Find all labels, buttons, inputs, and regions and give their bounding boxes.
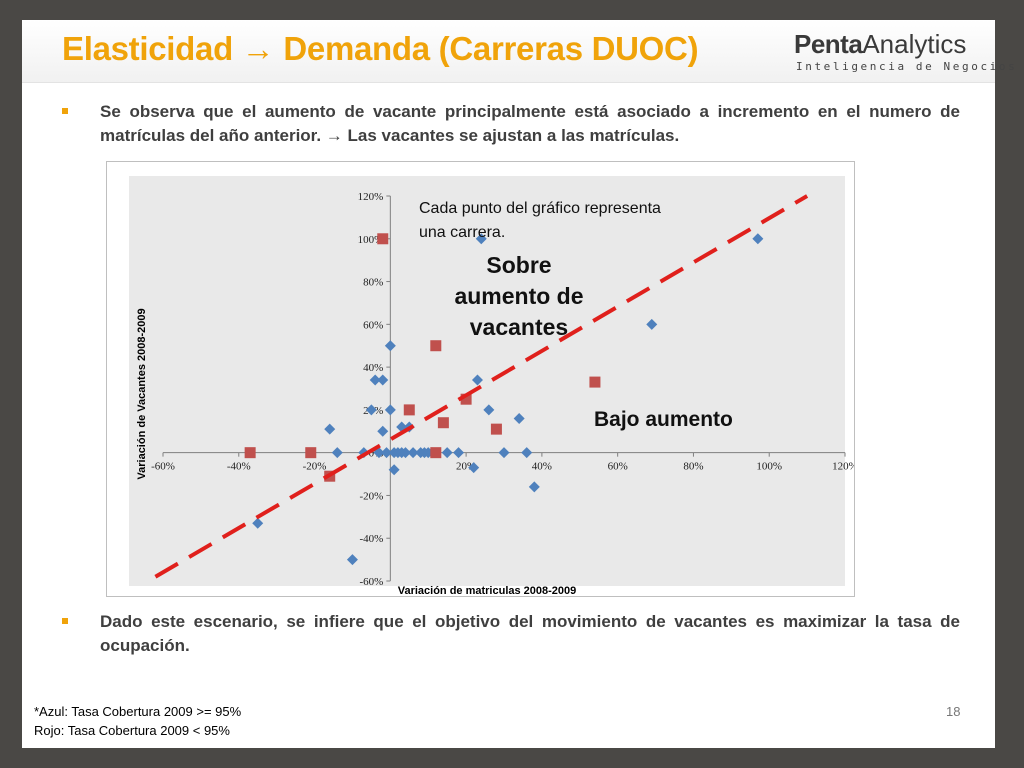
blue-data-point <box>471 374 483 386</box>
x-tick-label: -60% <box>151 461 175 473</box>
logo-wordmark: PentaAnalytics <box>794 30 984 58</box>
footnote: *Azul: Tasa Cobertura 2009 >= 95% Rojo: … <box>34 702 241 740</box>
blue-data-point <box>399 447 411 459</box>
blue-data-point <box>377 425 389 437</box>
y-tick-label: -40% <box>360 533 384 545</box>
red-data-point <box>244 447 256 459</box>
blue-data-point <box>483 404 495 416</box>
blue-data-point <box>252 517 264 529</box>
annotation-below: Bajo aumento <box>594 408 733 431</box>
bullet-2-text: Dado este escenario, se infiere que el o… <box>100 612 960 655</box>
title-band: Elasticidad → Demanda (Carreras DUOC) Pe… <box>22 20 1018 83</box>
annotation-line: Cada punto del gráfico representa <box>419 200 661 217</box>
x-axis-label: Variación de matriculas 2008-2009 <box>398 585 577 596</box>
blue-data-point <box>752 233 764 245</box>
red-data-point <box>403 404 415 416</box>
x-tick-label: 100% <box>756 461 782 473</box>
blue-data-point <box>407 447 419 459</box>
blue-data-point <box>384 404 396 416</box>
reference-line <box>154 194 809 579</box>
blue-data-point <box>498 447 510 459</box>
blue-data-point <box>377 374 389 386</box>
blue-data-point <box>384 340 396 352</box>
red-data-point <box>589 376 601 388</box>
bullet-marker <box>62 618 68 624</box>
red-data-point <box>490 423 502 435</box>
annotation-above: Sobre aumento de vacantes <box>454 252 583 340</box>
scatter-chart-svg: -60%-40%-20%20%40%60%80%100%120%120%100%… <box>129 176 854 596</box>
blue-data-point <box>441 447 453 459</box>
blue-data-point <box>453 447 465 459</box>
y-tick-label: 100% <box>358 234 384 246</box>
y-tick-label: 60% <box>363 319 383 331</box>
blue-data-point <box>381 447 393 459</box>
footnote-line-red: Rojo: Tasa Cobertura 2009 < 95% <box>34 723 230 738</box>
x-tick-label: 80% <box>683 461 703 473</box>
footnote-line-blue: *Azul: Tasa Cobertura 2009 >= 95% <box>34 704 242 719</box>
slide-title: Elasticidad → Demanda (Carreras DUOC) <box>62 30 699 67</box>
blue-data-point <box>646 318 658 330</box>
red-data-point <box>377 233 389 245</box>
plot-area <box>129 176 845 586</box>
blue-data-point <box>468 462 480 474</box>
red-data-point <box>430 447 442 459</box>
y-axis-label: Variación de Vacantes 2008-2009 <box>136 308 148 479</box>
blue-data-point <box>388 464 400 476</box>
annotation-line: Sobre <box>486 252 551 278</box>
bullet-1: Se observa que el aumento de vacante pri… <box>62 100 960 148</box>
blue-data-point <box>324 423 336 435</box>
red-data-point <box>305 447 317 459</box>
page-number: 18 <box>946 704 961 719</box>
blue-data-point <box>513 412 525 424</box>
bullet-marker <box>62 108 68 114</box>
annotation-line: vacantes <box>470 314 568 340</box>
blue-data-point <box>475 233 487 245</box>
red-data-point <box>460 393 472 405</box>
annotation-line: aumento de <box>454 283 583 309</box>
x-tick-label: -40% <box>227 461 251 473</box>
x-tick-label: -20% <box>303 461 327 473</box>
y-tick-label: 40% <box>363 362 383 374</box>
x-tick-label: 40% <box>532 461 552 473</box>
y-tick-label: -60% <box>360 576 384 588</box>
logo-analytics: Analytics <box>862 29 967 59</box>
blue-data-point <box>369 374 381 386</box>
y-tick-label: -20% <box>360 490 384 502</box>
logo-penta: Penta <box>794 29 863 59</box>
blue-data-point <box>528 481 540 493</box>
blue-data-point <box>331 447 343 459</box>
red-data-point <box>430 340 442 352</box>
x-tick-label: 120% <box>832 461 854 473</box>
blue-data-point <box>521 447 533 459</box>
blue-data-point <box>346 554 358 566</box>
logo-tagline: Inteligencia de Negocios <box>796 60 1018 73</box>
slide: Elasticidad → Demanda (Carreras DUOC) Pe… <box>22 20 1018 748</box>
pentaanalytics-logo: PentaAnalytics Inteligencia de Negocios <box>794 30 1018 78</box>
bullet-2: Dado este escenario, se infiere que el o… <box>62 610 960 658</box>
y-tick-label: 120% <box>358 191 384 203</box>
scatter-chart: -60%-40%-20%20%40%60%80%100%120%120%100%… <box>106 161 855 597</box>
annotation-note: Cada punto del gráfico representa una car… <box>419 200 661 241</box>
annotation-line: una carrera. <box>419 224 505 241</box>
y-tick-label: 80% <box>363 277 383 289</box>
blue-data-point <box>365 404 377 416</box>
red-data-point <box>437 417 449 429</box>
bullet-1-text: Se observa que el aumento de vacante pri… <box>100 102 960 145</box>
x-tick-label: 60% <box>608 461 628 473</box>
